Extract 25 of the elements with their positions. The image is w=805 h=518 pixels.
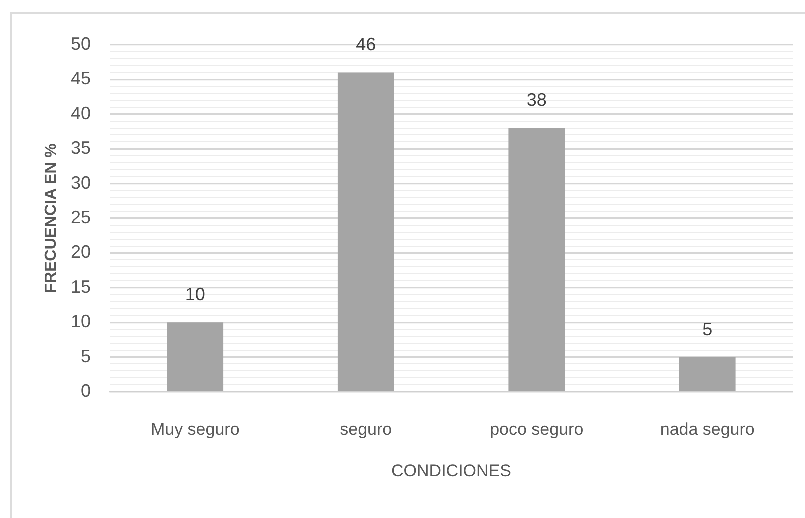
y-tick-label: 20 <box>70 242 91 262</box>
x-tick-label: nada seguro <box>660 420 755 439</box>
bar <box>338 72 394 392</box>
bar <box>167 322 224 392</box>
data-label: 5 <box>702 319 713 340</box>
y-tick-label: 40 <box>70 103 91 124</box>
y-axis-title: FRECUENCIA EN % <box>43 144 60 294</box>
bar <box>679 357 736 392</box>
y-tick-label: 45 <box>70 68 91 89</box>
data-label: 10 <box>185 284 206 305</box>
y-tick-label: 15 <box>70 276 91 297</box>
y-tick-label: 50 <box>70 34 91 54</box>
y-tick-label: 35 <box>70 138 91 158</box>
data-label: 38 <box>526 90 547 110</box>
y-tick-label: 30 <box>70 172 91 193</box>
x-tick-label: poco seguro <box>490 420 584 439</box>
x-tick-label: Muy seguro <box>150 420 240 439</box>
bar <box>508 128 566 392</box>
y-tick-label: 0 <box>80 380 91 401</box>
data-label: 46 <box>356 34 376 55</box>
y-tick-label: 10 <box>70 312 91 332</box>
x-tick-label: seguro <box>340 420 392 439</box>
y-tick-label: 5 <box>80 346 91 366</box>
x-axis-title: CONDICIONES <box>392 461 512 480</box>
y-tick-label: 25 <box>70 207 91 228</box>
